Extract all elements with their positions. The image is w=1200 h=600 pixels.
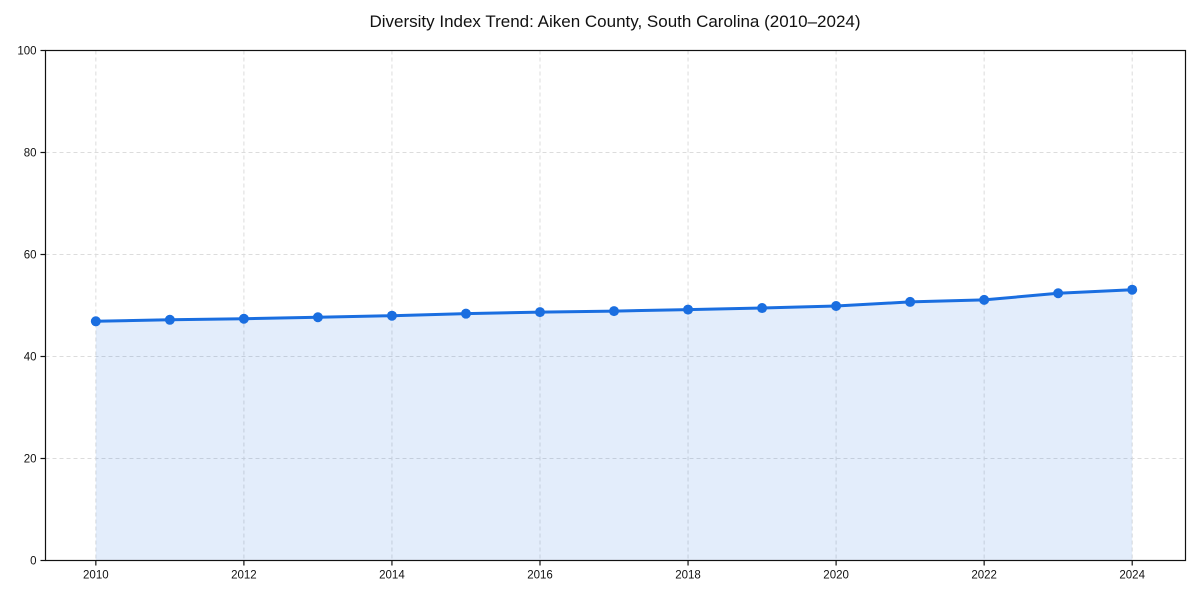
data-point [609,306,620,317]
data-point [238,313,249,324]
y-tick-label: 80 [24,148,37,160]
x-tick-label: 2014 [379,570,405,582]
data-point [831,301,842,312]
y-tick-label: 0 [30,556,36,568]
x-tick-label: 2022 [971,570,997,582]
data-point [386,310,397,321]
data-point [164,314,175,325]
data-point [905,296,916,307]
chart-title: Diversity Index Trend: Aiken County, Sou… [369,12,861,31]
x-tick-label: 2018 [675,570,701,582]
x-tick-label: 2020 [823,570,849,582]
data-point [534,307,545,318]
x-tick-label: 2012 [231,570,257,582]
y-tick-label: 100 [17,46,36,58]
data-point [757,303,768,314]
data-point [90,316,101,327]
data-point [1127,284,1138,295]
data-point [460,308,471,319]
plot-border [44,49,1187,562]
data-point [979,294,990,305]
y-tick-label: 60 [24,250,37,262]
x-tick-label: 2016 [527,570,553,582]
data-point [312,312,323,323]
x-tick-label: 2010 [83,570,109,582]
area-fill [95,289,1133,561]
x-tick-label: 2024 [1119,570,1145,582]
y-tick-label: 20 [24,454,37,466]
data-point [683,304,694,315]
y-tick-label: 40 [24,352,37,364]
data-point [1053,288,1064,299]
